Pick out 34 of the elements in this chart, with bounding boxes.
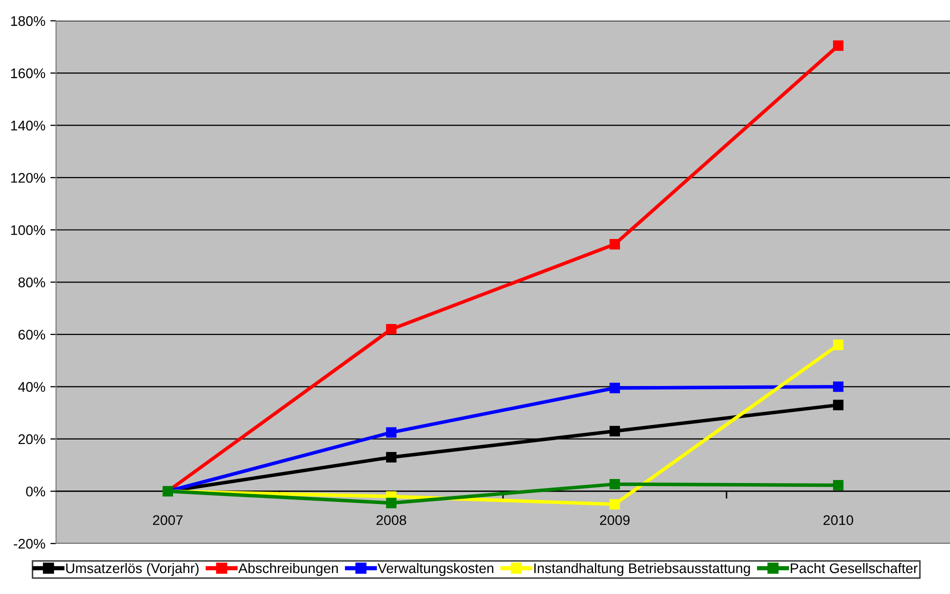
point: [386, 498, 396, 508]
y-tick-label: 120%: [11, 172, 46, 183]
y-tick-label: 0%: [26, 486, 46, 496]
y-tick-label: 40%: [18, 382, 46, 392]
point: [833, 400, 844, 410]
point: [833, 40, 844, 51]
point: [610, 478, 620, 490]
point: [833, 381, 844, 392]
point: [833, 340, 844, 350]
legend-label: Verwaltungskosten: [378, 562, 494, 576]
legend-label: Umsatzerlös (Vorjahr): [66, 562, 199, 576]
point: [833, 480, 844, 490]
y-tick-label: 60%: [18, 330, 46, 340]
point: [610, 382, 620, 394]
point: [610, 239, 620, 250]
point: [610, 499, 620, 510]
point: [386, 324, 396, 334]
y-tick-label: 100%: [11, 225, 46, 236]
y-tick-label: -20%: [14, 538, 46, 549]
x-tick-label: 2009: [600, 515, 630, 526]
point: [386, 427, 396, 438]
point: [386, 452, 396, 462]
y-tick-label: 20%: [18, 434, 46, 444]
y-tick-label: 140%: [11, 120, 46, 131]
x-tick-label: 2008: [376, 515, 406, 526]
legend-label: Pacht Gesellschafter: [790, 562, 918, 574]
x-tick-label: 2010: [824, 515, 854, 526]
y-tick-label: 160%: [11, 68, 46, 78]
point: [610, 426, 620, 436]
y-tick-label: 80%: [18, 277, 46, 288]
y-tick-label: 180%: [11, 16, 46, 26]
legend-label: Abschreibungen: [238, 562, 338, 576]
x-tick-label: 2007: [153, 515, 183, 526]
legend-label: Instandhaltung Betriebsausstattung: [534, 562, 750, 576]
